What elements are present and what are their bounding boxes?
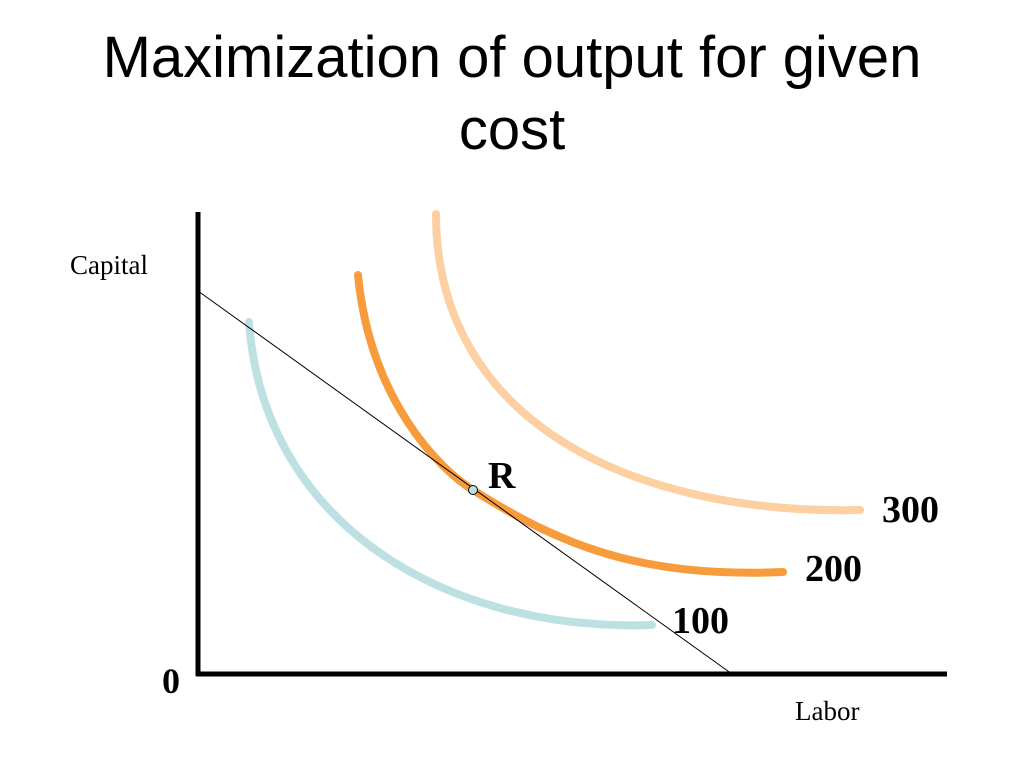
slide-title-line-1: Maximization of output for given bbox=[102, 25, 922, 90]
isoquant-200-curve bbox=[354, 271, 787, 577]
tangency-point-label: R bbox=[488, 455, 516, 497]
isocost-line bbox=[197, 290, 733, 675]
isoquant-300-curve bbox=[432, 210, 864, 515]
origin-label: 0 bbox=[162, 661, 180, 701]
isoquant-100-curve bbox=[245, 318, 656, 630]
y-axis-label: Capital bbox=[70, 250, 148, 280]
x-axis-label: Labor bbox=[795, 696, 859, 726]
isoquant-300-label: 300 bbox=[882, 489, 939, 531]
tangency-point-r bbox=[468, 485, 478, 495]
isoquant-200-label: 200 bbox=[805, 548, 862, 590]
isoquant-100-label: 100 bbox=[672, 600, 729, 642]
slide-title: Maximization of output for given cost bbox=[0, 22, 1024, 166]
slide-title-line-2: cost bbox=[458, 97, 566, 162]
